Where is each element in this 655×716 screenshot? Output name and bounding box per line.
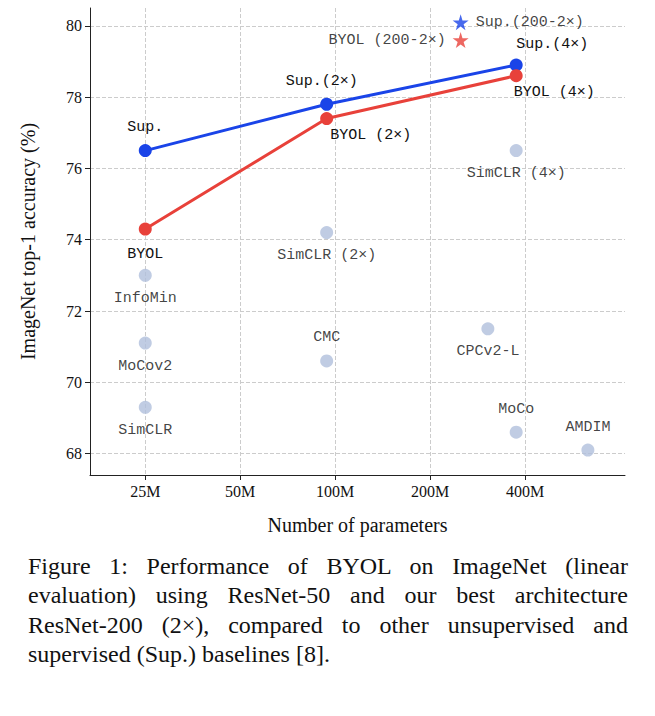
svg-text:BYOL (4×): BYOL (4×) [514, 84, 595, 101]
svg-text:70: 70 [66, 374, 82, 391]
svg-text:78: 78 [66, 89, 82, 106]
svg-text:74: 74 [66, 231, 82, 248]
svg-text:68: 68 [66, 445, 82, 462]
svg-text:25M: 25M [130, 483, 160, 500]
html-text:Figure 1: Performance of BYOL: Figure 1: Performance of BYOL on ImageNe… [28, 553, 628, 667]
svg-text:CMC: CMC [313, 329, 340, 346]
svg-text:50M: 50M [225, 483, 255, 500]
svg-text:76: 76 [66, 160, 82, 177]
svg-text:InfoMin: InfoMin [114, 290, 177, 307]
svg-text:72: 72 [66, 303, 82, 320]
svg-text:Sup.(200-2×): Sup.(200-2×) [476, 14, 584, 31]
svg-text:SimCLR (2×): SimCLR (2×) [277, 247, 376, 264]
svg-text:CPCv2-L: CPCv2-L [456, 343, 519, 360]
svg-text:Number of parameters: Number of parameters [268, 514, 448, 537]
svg-text:Sup.(2×): Sup.(2×) [286, 73, 358, 90]
svg-text:400M: 400M [506, 483, 544, 500]
svg-text:BYOL: BYOL [127, 246, 163, 263]
svg-text:ImageNet top-1 accuracy (%): ImageNet top-1 accuracy (%) [17, 123, 40, 360]
svg-text:Sup.: Sup. [127, 119, 163, 136]
svg-text:MoCo: MoCo [498, 401, 534, 418]
svg-text:100M: 100M [316, 483, 354, 500]
svg-text:Sup.(4×): Sup.(4×) [516, 36, 588, 53]
svg-text:BYOL (2×): BYOL (2×) [330, 127, 411, 144]
svg-text:200M: 200M [411, 483, 449, 500]
svg-text:BYOL (200-2×): BYOL (200-2×) [329, 32, 446, 49]
svg-text:SimCLR (4×): SimCLR (4×) [467, 165, 566, 182]
svg-text:MoCov2: MoCov2 [118, 358, 172, 375]
svg-text:SimCLR: SimCLR [118, 422, 172, 439]
svg-text:80: 80 [66, 17, 82, 34]
svg-text:AMDIM: AMDIM [565, 419, 610, 436]
